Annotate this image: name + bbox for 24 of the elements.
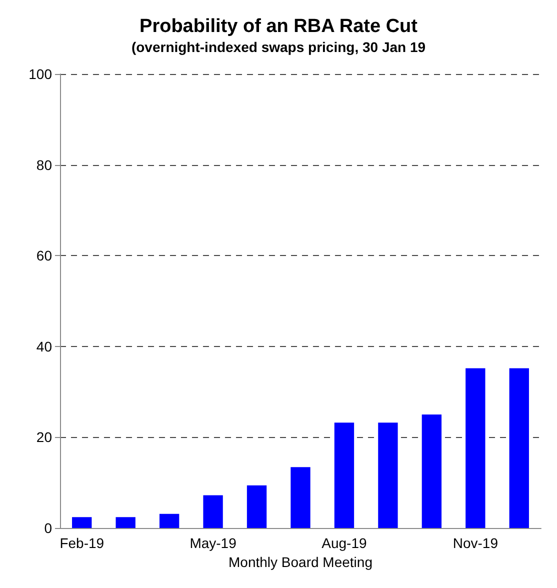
- y-tick-label: 100: [28, 66, 52, 82]
- bar: [203, 495, 223, 528]
- bar: [334, 422, 354, 528]
- bar: [116, 517, 136, 528]
- y-tick-label: 0: [44, 520, 52, 536]
- bar: [246, 485, 267, 528]
- x-tick-label: May-19: [190, 535, 237, 551]
- x-tick-label: Nov-19: [452, 535, 498, 551]
- bar: [422, 414, 442, 528]
- y-tick-label: 80: [36, 156, 52, 173]
- x-axis-title: Monthly Board Meeting: [228, 554, 372, 570]
- bar: [378, 422, 398, 528]
- x-tick-label: Aug-19: [322, 535, 368, 551]
- y-tick-label: 40: [36, 338, 52, 354]
- bar: [466, 368, 486, 528]
- y-tick-label: 60: [36, 248, 52, 264]
- bar: [159, 514, 180, 528]
- chart-subtitle: (overnight-indexed swaps pricing, 30 Jan 19: [131, 39, 426, 55]
- bar: [509, 368, 529, 528]
- y-tick-label: 20: [36, 429, 52, 446]
- bar: [290, 467, 310, 528]
- x-tick-label: Feb-19: [60, 535, 104, 551]
- chart-title: Probability of an RBA Rate Cut: [140, 16, 418, 37]
- bar: [72, 517, 92, 528]
